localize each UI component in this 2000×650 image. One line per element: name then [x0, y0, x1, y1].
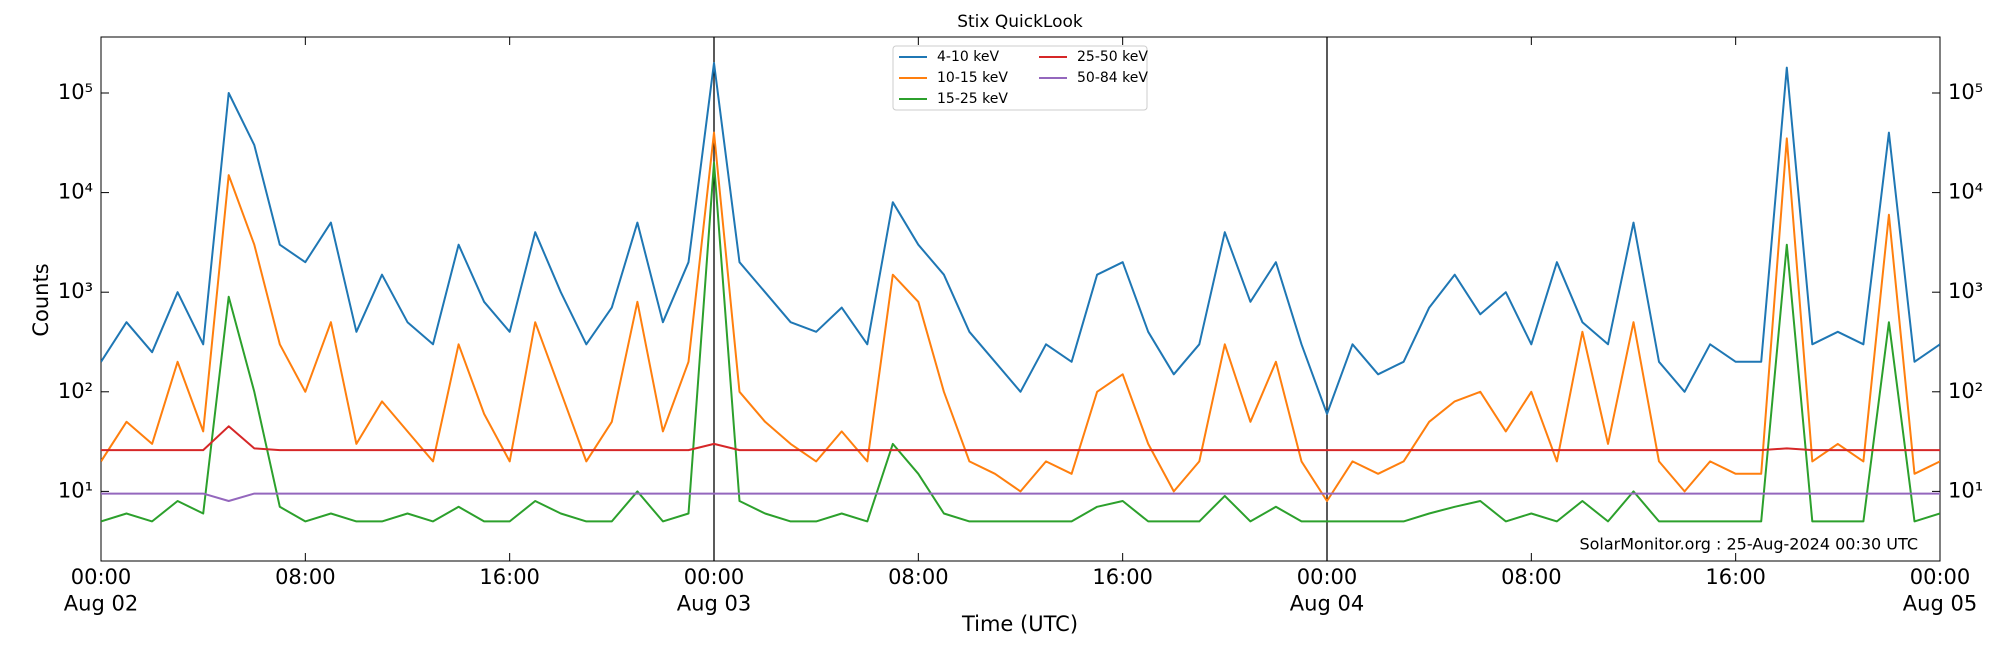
x-axis-label: Time (UTC): [961, 612, 1078, 636]
legend-label: 15-25 keV: [937, 91, 1008, 107]
x-tick-label: 08:00: [275, 565, 336, 589]
x-tick-label: 00:00 Aug 04: [1290, 565, 1364, 615]
x-tick-label: 00:00 Aug 02: [64, 565, 138, 615]
series-line: [101, 62, 1940, 415]
series-line: [101, 492, 1940, 502]
y-tick-label: 10³: [1948, 279, 1983, 303]
plot-area: [100, 36, 1941, 562]
y-tick-label: 10³: [58, 279, 93, 303]
legend-label: 25-50 keV: [1077, 49, 1148, 65]
annotation: SolarMonitor.org : 25-Aug-2024 00:30 UTC: [1579, 535, 1918, 554]
y-tick-label: 10²: [58, 379, 93, 403]
x-tick-label: 08:00: [888, 565, 949, 589]
series-line: [101, 131, 1940, 502]
y-tick-label: 10¹: [1948, 478, 1983, 502]
chart-title: Stix QuickLook: [957, 12, 1083, 32]
legend-label: 10-15 keV: [937, 70, 1008, 86]
y-tick-label: 10⁴: [1948, 180, 1983, 204]
series-line: [101, 161, 1940, 523]
y-tick-label: 10⁴: [58, 180, 93, 204]
legend-box: [892, 45, 1148, 111]
y-tick-label: 10¹: [58, 478, 93, 502]
legend-label: 4-10 keV: [937, 49, 999, 65]
x-tick-label: 16:00: [1092, 565, 1153, 589]
y-axis-label: Counts: [29, 263, 53, 336]
x-tick-label: 16:00: [1705, 565, 1766, 589]
y-tick-label: 10⁵: [58, 80, 93, 104]
y-tick-label: 10²: [1948, 379, 1983, 403]
x-tick-label: 00:00 Aug 05: [1903, 565, 1977, 615]
series-group: [101, 62, 1940, 523]
series-line: [101, 425, 1940, 452]
x-tick-label: 08:00: [1501, 565, 1562, 589]
x-tick-label: 16:00: [479, 565, 540, 589]
legend-label: 50-84 keV: [1077, 70, 1148, 86]
y-tick-label: 10⁵: [1948, 80, 1983, 104]
x-tick-label: 00:00 Aug 03: [677, 565, 751, 615]
